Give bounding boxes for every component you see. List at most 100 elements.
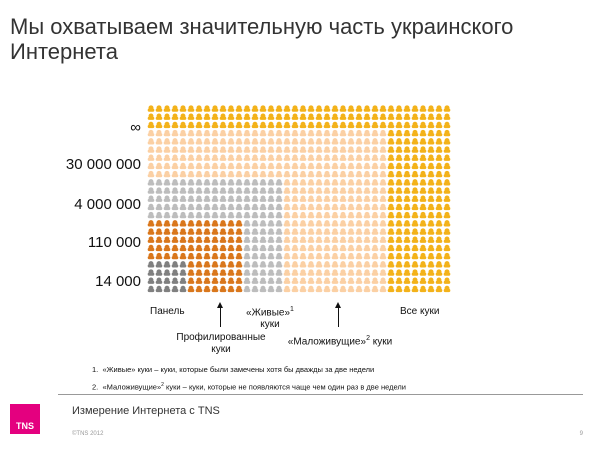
person-dot-body <box>155 124 163 129</box>
person-dot-body <box>211 108 219 112</box>
person-dot-body <box>179 157 187 161</box>
person-dot-body <box>307 198 315 202</box>
person-dot-body <box>203 231 211 235</box>
person-dot-body <box>227 231 235 235</box>
person-dot-body <box>443 108 451 112</box>
person-dot-body <box>203 108 211 112</box>
person-dot-body <box>323 256 331 260</box>
person-dot-body <box>339 190 347 194</box>
person-dot-body <box>275 256 283 260</box>
person-dot-body <box>339 247 347 252</box>
title-line-2: Интернета <box>10 39 118 64</box>
person-dot-body <box>235 174 243 178</box>
footnote-1: 1. «Живые» куки – куки, которые были зам… <box>92 365 375 374</box>
person-dot-body <box>427 231 435 235</box>
person-dot-body <box>411 182 419 186</box>
person-dot-body <box>299 239 307 243</box>
person-dot-body <box>267 239 275 243</box>
person-dot-body <box>355 149 363 153</box>
person-dot-body <box>283 165 291 170</box>
person-dot-body <box>227 133 235 137</box>
person-dot-body <box>355 165 363 170</box>
person-dot-body <box>443 272 451 276</box>
footnote-2: 2. «Маложивущие»2 куки – куки, которые н… <box>92 382 406 392</box>
person-dot-body <box>179 165 187 170</box>
person-dot-body <box>267 165 275 170</box>
person-dot-body <box>195 256 203 260</box>
person-dot-body <box>315 264 323 268</box>
person-dot-body <box>283 239 291 243</box>
person-dot-body <box>355 247 363 252</box>
person-dot-body <box>363 190 371 194</box>
person-dot-body <box>427 280 435 284</box>
person-dot-body <box>219 223 227 227</box>
person-dot-body <box>187 288 195 293</box>
person-dot-body <box>267 182 275 186</box>
person-dot-body <box>251 133 259 137</box>
person-dot-body <box>347 190 355 194</box>
person-dot-body <box>355 198 363 202</box>
person-dot-body <box>307 280 315 284</box>
person-dot-body <box>147 149 155 153</box>
person-dot-body <box>323 182 331 186</box>
person-dot-body <box>323 223 331 227</box>
person-dot-body <box>331 272 339 276</box>
person-dot-body <box>419 288 427 293</box>
person-dot-body <box>171 206 179 211</box>
person-dot-body <box>155 264 163 268</box>
person-dot-body <box>379 247 387 252</box>
person-dot-body <box>443 133 451 137</box>
person-dot-body <box>155 223 163 227</box>
person-dot-body <box>227 264 235 268</box>
person-dot-body <box>315 272 323 276</box>
person-dot-body <box>323 174 331 178</box>
person-dot-body <box>299 116 307 120</box>
person-dot-body <box>163 206 171 211</box>
person-dot-body <box>291 272 299 276</box>
person-dot-body <box>235 264 243 268</box>
person-dot-body <box>379 256 387 260</box>
person-dot-body <box>227 124 235 129</box>
person-dot-body <box>347 206 355 211</box>
person-dot-body <box>219 149 227 153</box>
caption-live: «Живые»1 куки <box>246 306 294 331</box>
person-dot-body <box>251 247 259 252</box>
person-dot-body <box>299 165 307 170</box>
person-dot-body <box>171 223 179 227</box>
person-dot-body <box>171 116 179 120</box>
person-dot-body <box>387 174 395 178</box>
person-dot-body <box>267 264 275 268</box>
person-dot-body <box>355 124 363 129</box>
person-dot-body <box>323 215 331 219</box>
person-dot-body <box>211 239 219 243</box>
person-dot-body <box>219 215 227 219</box>
person-dot-body <box>275 231 283 235</box>
person-dot-body <box>427 198 435 202</box>
person-dot-body <box>259 288 267 293</box>
person-dot-body <box>339 215 347 219</box>
person-dot-body <box>283 272 291 276</box>
person-dot-body <box>371 190 379 194</box>
person-dot-body <box>291 124 299 129</box>
person-dot-body <box>219 256 227 260</box>
person-dot-body <box>363 264 371 268</box>
person-dot-body <box>195 280 203 284</box>
person-dot-body <box>155 206 163 211</box>
person-dot-body <box>227 116 235 120</box>
person-dot-body <box>187 133 195 137</box>
person-dot-body <box>219 133 227 137</box>
person-dot-body <box>147 264 155 268</box>
person-dot-body <box>307 239 315 243</box>
person-dot-body <box>419 133 427 137</box>
person-dot-body <box>275 165 283 170</box>
person-dot-body <box>195 190 203 194</box>
person-dot-body <box>379 215 387 219</box>
person-dot-body <box>435 247 443 252</box>
person-dot-body <box>395 149 403 153</box>
person-dot-body <box>195 288 203 293</box>
person-dot-body <box>291 133 299 137</box>
person-dot-body <box>355 215 363 219</box>
person-dot-body <box>155 149 163 153</box>
person-dot-body <box>235 280 243 284</box>
person-dot-body <box>227 190 235 194</box>
